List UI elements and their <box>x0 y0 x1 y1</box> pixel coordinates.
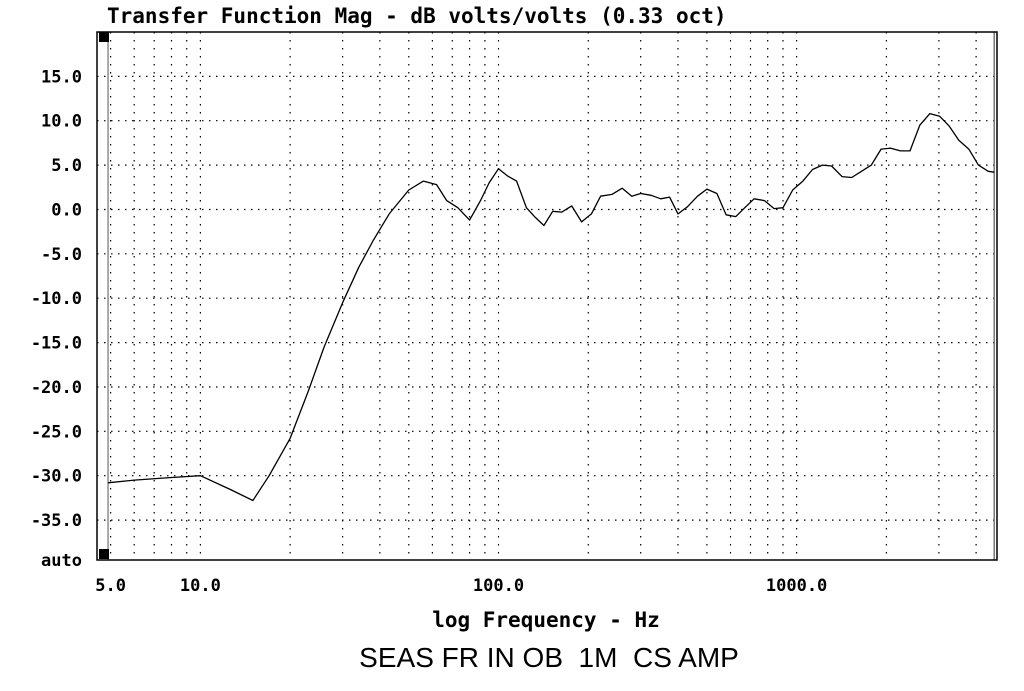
grid-layer <box>97 32 997 560</box>
y-tick-label: -25.0 <box>31 422 82 442</box>
y-tick-label: -20.0 <box>31 378 82 398</box>
y-tick-label: -5.0 <box>41 245 82 265</box>
y-tick-label: -30.0 <box>31 467 82 487</box>
y-tick-label: auto <box>41 551 82 571</box>
y-tick-label: 0.0 <box>51 201 82 221</box>
x-tick-label: 5.0 <box>95 576 126 596</box>
top-marker <box>99 32 109 42</box>
transfer-function-line <box>107 112 995 502</box>
x-axis-label: log Frequency - Hz <box>432 608 660 632</box>
y-tick-label: 5.0 <box>51 156 82 176</box>
chart-title: Transfer Function Mag - dB volts/volts (… <box>107 4 727 28</box>
x-tick-label: 100.0 <box>473 576 524 596</box>
y-tick-label: -10.0 <box>31 289 82 309</box>
chart-caption: SEAS FR IN OB 1M CS AMP <box>359 642 739 673</box>
bottom-marker <box>99 549 109 559</box>
y-tick-label: 10.0 <box>41 112 82 132</box>
y-tick-label: -35.0 <box>31 511 82 531</box>
y-tick-label: -15.0 <box>31 334 82 354</box>
x-tick-label: 10.0 <box>180 576 221 596</box>
plot-frame <box>96 31 998 561</box>
y-tick-label: 15.0 <box>41 67 82 87</box>
y-axis-labels: 15.0 10.0 5.0 0.0 -5.0 -10.0 -15.0 -20.0 -25.0 -3… <box>31 67 82 571</box>
x-axis-labels: 5.0 10.0 100.0 1000.0 <box>95 576 827 596</box>
x-tick-label: 1000.0 <box>766 576 827 596</box>
